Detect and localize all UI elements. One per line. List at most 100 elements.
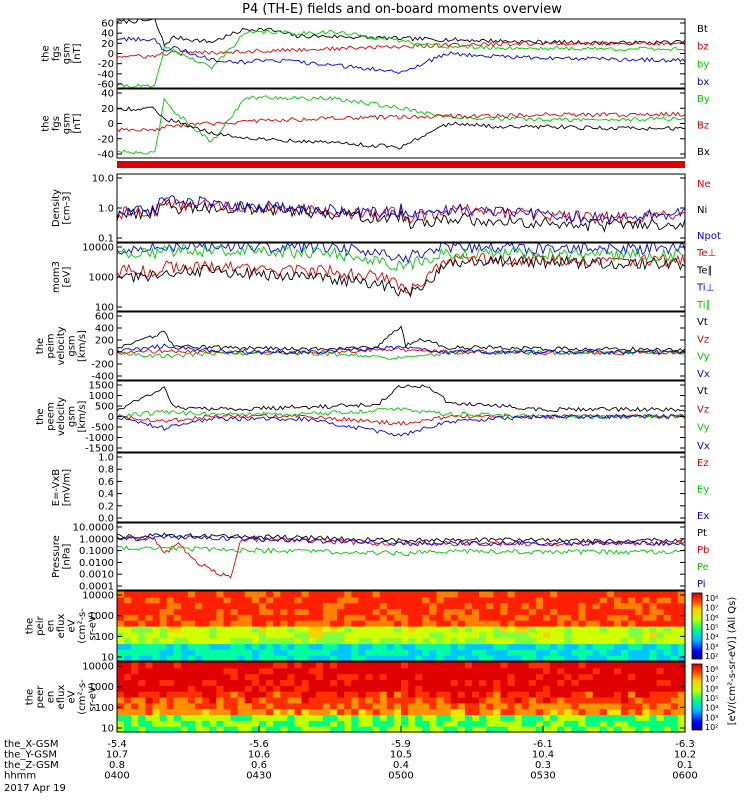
spectrogram-cell: [237, 673, 246, 681]
spectrogram-cell: [322, 591, 331, 598]
spectrogram-cell: [507, 662, 516, 669]
colorbar-tick-label: 10⁵: [705, 694, 718, 703]
spectrogram-cell: [195, 626, 203, 633]
spectrogram-cell: [621, 596, 629, 604]
spectrogram-cell: [223, 637, 232, 645]
spectrogram-cell: [528, 614, 537, 621]
spectrogram-cell: [635, 662, 643, 669]
spectrogram-cell: [322, 714, 331, 721]
spectrogram-cell: [550, 591, 558, 598]
spectrogram-cell: [614, 626, 622, 633]
spectrogram-cell: [535, 602, 544, 610]
spectrogram-cell: [457, 626, 466, 633]
spectrogram-cell: [145, 591, 154, 598]
spectrogram-cell: [145, 714, 154, 721]
spectrogram-cell: [131, 596, 139, 604]
colorbar-tick-label: 10⁷: [705, 604, 718, 613]
spectrogram-cell: [230, 649, 239, 656]
spectrogram-cell: [670, 655, 679, 662]
spectrogram-cell: [472, 626, 480, 633]
spectrogram-cell: [599, 626, 608, 633]
y-axis-label: [mV/m]: [61, 469, 72, 507]
spectrogram-cell: [344, 643, 352, 650]
spectrogram-cell: [628, 702, 636, 710]
spectrogram-cell: [138, 631, 146, 639]
spectrogram-cell: [280, 697, 288, 704]
spectrogram-cell: [557, 620, 565, 627]
spectrogram-cell: [543, 708, 551, 716]
spectrogram-cell: [145, 726, 154, 733]
spectrogram-cell: [535, 637, 544, 645]
spectrogram-cell: [514, 620, 523, 627]
spectrogram-cell: [117, 673, 125, 681]
spectrogram-cell: [592, 691, 601, 698]
spectrogram-cell: [486, 662, 494, 669]
y-axis-label: [nT]: [72, 43, 83, 63]
spectrogram-cell: [429, 631, 438, 639]
spectrogram-cell: [379, 714, 388, 721]
spectrogram-cell: [429, 685, 438, 692]
spectrogram-cell: [237, 596, 246, 604]
spectrogram-cell: [415, 667, 423, 675]
spectrogram-cell: [124, 662, 132, 669]
series-line-Vz: [116, 413, 686, 426]
legend-entry: Vy: [697, 352, 710, 363]
spectrogram-cell: [365, 697, 374, 704]
spectrogram-cell: [528, 591, 537, 598]
spectrogram-cell: [656, 697, 665, 704]
spectrogram-cell: [464, 614, 473, 621]
spectrogram-cell: [237, 667, 246, 675]
x-row-value: -6.1: [533, 739, 553, 750]
spectrogram-cell: [209, 608, 217, 615]
spectrogram-cell: [337, 620, 345, 627]
spectrogram-cell: [209, 631, 217, 639]
spectrogram-cell: [642, 667, 651, 675]
spectrogram-cell: [514, 702, 523, 710]
y-tick-label: 0.1: [98, 234, 114, 245]
spectrogram-cell: [117, 643, 125, 650]
spectrogram-cell: [415, 637, 423, 645]
spectrogram-cell: [614, 726, 622, 733]
spectrogram-cell: [180, 673, 189, 681]
spectrogram-cell: [500, 655, 509, 662]
spectrogram-cell: [464, 620, 473, 627]
spectrogram-cell: [244, 679, 253, 686]
spectrogram-cell: [330, 655, 338, 662]
spectrogram-cell: [635, 667, 643, 675]
spectrogram-cell: [230, 637, 239, 645]
spectrogram-cell: [564, 708, 572, 716]
spectrogram-cell: [301, 662, 310, 669]
y-tick-label: 1.0: [98, 453, 114, 464]
spectrogram-cell: [493, 720, 501, 727]
spectrogram-cell: [422, 626, 430, 633]
spectrogram-cell: [188, 643, 196, 650]
spectrogram-cell: [450, 608, 459, 615]
spectrogram-cell: [287, 649, 296, 656]
spectrogram-cell: [223, 702, 232, 710]
spectrogram-cell: [386, 702, 395, 710]
spectrogram-cell: [117, 602, 125, 610]
spectrogram-cell: [244, 708, 253, 716]
spectrogram-cell: [379, 702, 388, 710]
y-tick-label: 1000: [89, 273, 114, 284]
spectrogram-cell: [621, 591, 629, 598]
spectrogram-cell: [351, 643, 359, 650]
spectrogram-cell: [464, 631, 473, 639]
spectrogram-cell: [415, 708, 423, 716]
spectrogram-cell: [337, 591, 345, 598]
spectrogram-cell: [677, 631, 686, 639]
colorbar-tick-label: 10⁶: [705, 684, 718, 693]
y-tick-label: 1.0: [98, 204, 114, 215]
spectrogram-cell: [301, 679, 310, 686]
spectrogram-cell: [223, 667, 232, 675]
spectrogram-cell: [372, 631, 381, 639]
spectrogram-cell: [670, 679, 679, 686]
spectrogram-cell: [173, 708, 182, 716]
y-tick-label: 10000: [82, 243, 114, 254]
spectrogram-cell: [528, 637, 537, 645]
spectrogram-cell: [294, 608, 303, 615]
spectrogram-cell: [259, 720, 267, 727]
spectrogram-cell: [259, 673, 267, 681]
spectrogram-cell: [642, 720, 651, 727]
spectrogram-cell: [230, 643, 239, 650]
